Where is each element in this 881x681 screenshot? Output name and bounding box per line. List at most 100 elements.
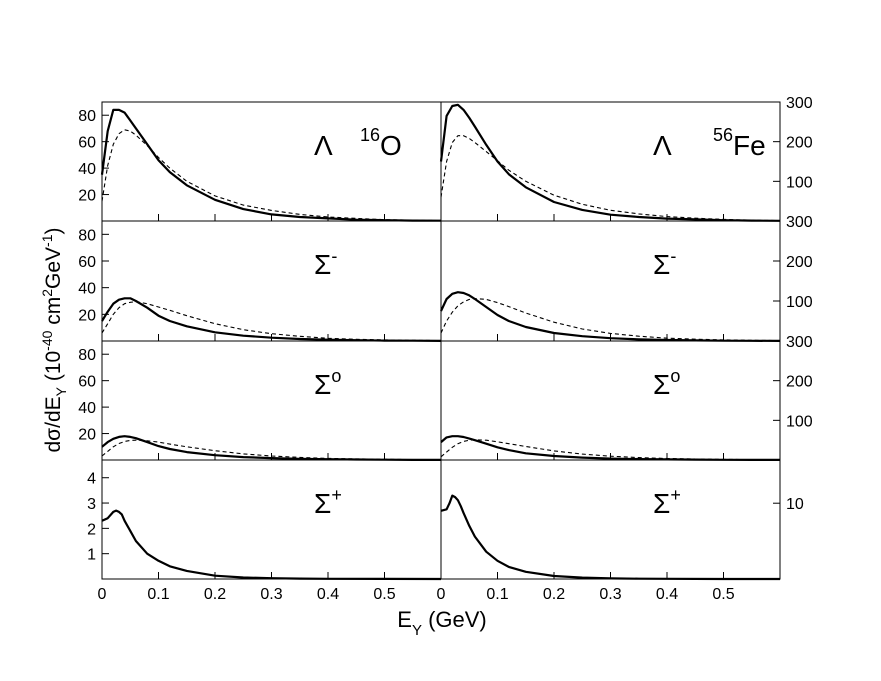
- particle-symbol: Σ: [653, 488, 670, 519]
- series-line-dashed-O16-Lambda: [101, 129, 442, 222]
- x-tick-label: 0.3: [599, 586, 621, 603]
- y-axis-label-c: (10: [42, 351, 65, 387]
- particle-charge: +: [670, 485, 681, 505]
- panel-frame: [101, 459, 442, 580]
- particle-charge: -: [331, 246, 337, 266]
- panel-frame: [101, 340, 442, 461]
- panel-O16-SigmaPlus: 1 2 3 4 0 0.1 0.2 0.3 0.4 0.5 Σ+: [87, 459, 442, 603]
- series-line-solid-Fe56-SigmaMinus: [440, 291, 781, 342]
- y-axis-label-a: dσ/dE: [42, 396, 65, 452]
- y-tick-label: 2: [87, 521, 96, 538]
- particle-charge: -: [670, 246, 676, 266]
- particle-symbol: Σ: [653, 249, 670, 280]
- y-tick-label: 100: [786, 294, 813, 311]
- y-axis-label-e: cm: [42, 297, 65, 331]
- series-line-dashed-O16-SigmaZero: [101, 439, 442, 461]
- particle-label: Σ+: [314, 485, 342, 519]
- y-axis-label-g: GeV: [42, 247, 65, 289]
- y-tick-label: 80: [78, 227, 96, 244]
- panel-frame: [101, 220, 442, 342]
- nucleus-label: 16O: [360, 125, 402, 161]
- y-tick-label: 1: [87, 547, 96, 564]
- y-tick-label: 200: [786, 374, 813, 391]
- panel-frame: [440, 220, 781, 342]
- series-line-solid-Fe56-Lambda: [439, 103, 781, 222]
- x-tick-label: 0.1: [147, 586, 169, 603]
- x-tick-label: 0.2: [543, 586, 565, 603]
- particle-symbol: Σ: [314, 249, 331, 280]
- nucleus-symbol: O: [380, 130, 402, 161]
- x-tick-label: 0.4: [317, 586, 339, 603]
- x-axis-label-sub: Y: [412, 622, 422, 639]
- y-tick-label: 300: [786, 334, 813, 351]
- y-tick-label: 20: [78, 427, 96, 444]
- y-tick-label: 80: [78, 108, 96, 125]
- particle-label: Σo: [314, 366, 341, 400]
- x-tick-label: 0.2: [204, 586, 226, 603]
- series-line-dashed-Fe56-SigmaZero: [440, 439, 781, 461]
- particle-symbol: Λ: [314, 130, 333, 161]
- panel-frame: [440, 101, 781, 222]
- panel-frame: [440, 340, 781, 461]
- particle-symbol: Λ: [653, 130, 672, 161]
- y-axis-label-h: -1: [39, 234, 55, 247]
- y-tick-label: 20: [78, 307, 96, 324]
- particle-label: Σ+: [653, 485, 681, 519]
- x-tick-label: 0.4: [656, 586, 678, 603]
- y-axis-label: dσ/dEY (10-40 cm2GeV-1): [39, 227, 69, 452]
- panel-O16-Lambda: 20 40 60 80 Λ 16O: [78, 101, 442, 222]
- nucleus-mass-number: 16: [360, 125, 380, 145]
- particle-symbol: Σ: [314, 488, 331, 519]
- x-tick-label: 0: [98, 586, 107, 603]
- y-tick-label: 300: [786, 214, 813, 231]
- y-axis-label-b: Y: [53, 386, 69, 396]
- y-tick-label: 100: [786, 174, 813, 191]
- y-axis-label-f: 2: [39, 289, 55, 297]
- panel-frame: [101, 101, 442, 222]
- series-line-solid-O16-SigmaZero: [101, 435, 441, 461]
- panel-Fe56-Lambda: 100 200 300 Λ 56Fe: [439, 95, 813, 222]
- panel-frame: [440, 459, 781, 580]
- particle-label: Σ-: [314, 246, 337, 280]
- y-tick-label: 100: [786, 413, 813, 430]
- panel-O16-SigmaMinus: 20 40 60 80 Σ-: [78, 220, 442, 342]
- x-tick-label: 0.3: [260, 586, 282, 603]
- panel-O16-SigmaZero: 20 40 60 80 Σo: [78, 340, 442, 461]
- y-tick-label: 40: [78, 281, 96, 298]
- particle-label: Σo: [653, 366, 680, 400]
- panel-Fe56-SigmaMinus: 100 200 300 Σ-: [440, 214, 813, 342]
- y-tick-label: 3: [87, 496, 96, 513]
- series-line-solid-O16-SigmaMinus: [101, 297, 442, 342]
- particle-label: Λ: [653, 130, 672, 161]
- x-axis-label-main: E: [397, 607, 412, 632]
- y-tick-label: 40: [78, 400, 96, 417]
- particle-label: Σ-: [653, 246, 676, 280]
- y-tick-label: 60: [78, 374, 96, 391]
- y-tick-label: 80: [78, 347, 96, 364]
- y-tick-label: 60: [78, 254, 96, 271]
- particle-symbol: Σ: [653, 369, 670, 400]
- particle-charge: o: [670, 366, 680, 386]
- y-tick-label: 20: [78, 188, 96, 205]
- panel-Fe56-SigmaPlus: 10 0 0.1 0.2 0.3 0.4 0.5 Σ+: [437, 459, 804, 603]
- x-tick-label: 0.1: [486, 586, 508, 603]
- x-axis-label-unit: (GeV): [422, 607, 487, 632]
- y-tick-label: 40: [78, 161, 96, 178]
- x-tick-label: 0: [437, 586, 446, 603]
- x-tick-label: 0.5: [373, 586, 395, 603]
- x-axis-label: EY (GeV): [397, 607, 487, 639]
- y-axis-label-i: ): [42, 227, 65, 234]
- y-tick-label: 300: [786, 95, 813, 112]
- series-line-solid-O16-Lambda: [100, 108, 442, 222]
- particle-symbol: Σ: [314, 369, 331, 400]
- nucleus-mass-number: 56: [713, 125, 733, 145]
- panel-Fe56-SigmaZero: 100 200 300 Σo: [440, 334, 813, 461]
- y-tick-label: 200: [786, 254, 813, 271]
- series-line-solid-Fe56-SigmaPlus: [440, 494, 780, 581]
- particle-charge: o: [331, 366, 341, 386]
- y-tick-label: 10: [786, 496, 804, 513]
- nucleus-label: 56Fe: [713, 125, 766, 161]
- series-line-solid-O16-SigmaPlus: [101, 509, 442, 581]
